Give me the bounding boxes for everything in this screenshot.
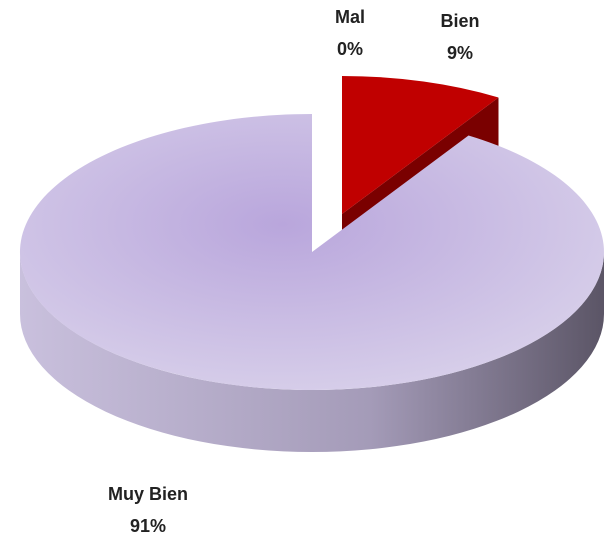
slice-side [20, 252, 604, 452]
slice [19, 114, 604, 452]
value-label: 0% [337, 39, 363, 59]
category-label: Muy Bien [108, 484, 188, 504]
value-label: 91% [130, 516, 166, 535]
slice-top [342, 76, 499, 214]
slice-top [19, 114, 604, 391]
category-label: Bien [440, 11, 479, 31]
category-label: Mal [335, 7, 365, 27]
value-label: 9% [447, 43, 473, 63]
